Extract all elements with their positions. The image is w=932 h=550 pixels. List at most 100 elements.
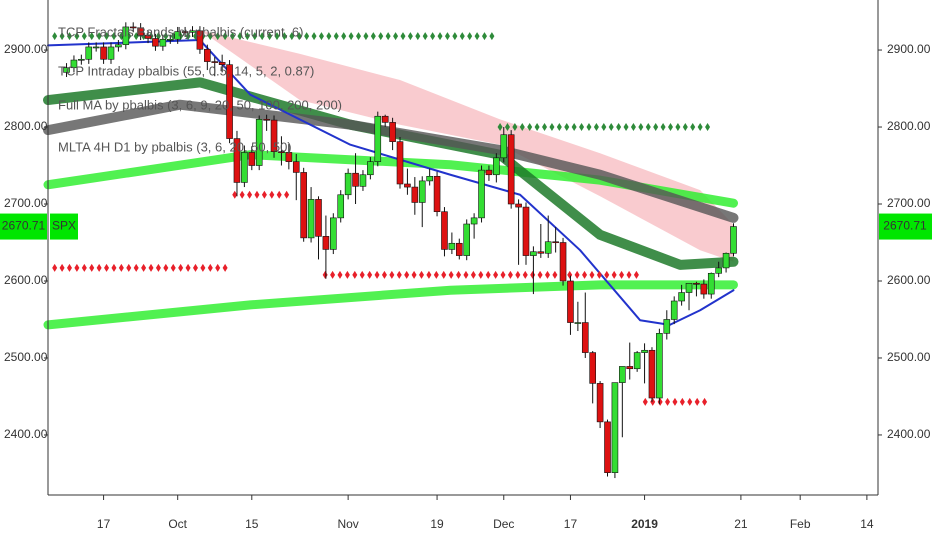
indicator-label: MLTA 4H D1 by pbalbis (3, 6, 20, 50, 50) bbox=[58, 139, 292, 154]
x-tick-label: Dec bbox=[493, 517, 514, 531]
fractal-marker bbox=[74, 32, 80, 41]
fractal-marker bbox=[474, 32, 480, 41]
fractal-marker bbox=[556, 123, 562, 132]
y-tick-label: 2600.00 bbox=[887, 273, 931, 287]
y-tick-label: 2900.00 bbox=[887, 42, 931, 56]
fractal-marker bbox=[269, 190, 275, 199]
indicator-label: Full MA by pbalbis (3, 6, 9, 20, 50, 100… bbox=[58, 97, 342, 112]
fractal-marker bbox=[448, 270, 454, 279]
candle-body bbox=[441, 211, 448, 250]
candle-body bbox=[544, 241, 552, 254]
fractal-marker bbox=[567, 270, 573, 279]
candle-body bbox=[166, 38, 174, 41]
candle-body bbox=[670, 300, 678, 320]
candle-body bbox=[189, 30, 196, 33]
fractal-marker bbox=[396, 270, 402, 279]
fractal-marker bbox=[389, 270, 395, 279]
fractal-marker bbox=[697, 123, 703, 132]
candle-body bbox=[152, 38, 159, 47]
fractal-marker bbox=[504, 123, 510, 132]
fractal-marker bbox=[163, 263, 169, 272]
candle-body bbox=[418, 180, 426, 203]
candle-body bbox=[530, 251, 537, 256]
fractal-marker bbox=[230, 32, 236, 41]
fractal-marker bbox=[348, 32, 354, 41]
x-tick-label: 17 bbox=[564, 517, 578, 531]
fractal-marker bbox=[381, 270, 387, 279]
cloud-band bbox=[199, 30, 734, 262]
candle-body bbox=[137, 27, 144, 36]
fractal-marker bbox=[653, 123, 659, 132]
fractal-marker bbox=[178, 263, 184, 272]
fractal-marker bbox=[81, 263, 87, 272]
last-price-box bbox=[0, 213, 47, 240]
candle-body bbox=[589, 352, 596, 384]
fractal-marker bbox=[66, 263, 72, 272]
fractal-marker bbox=[611, 270, 617, 279]
candle-body bbox=[715, 267, 722, 274]
candle-body bbox=[129, 26, 137, 29]
fractal-marker bbox=[530, 270, 536, 279]
plot-area bbox=[43, 22, 739, 479]
fractal-marker bbox=[690, 123, 696, 132]
fractal-marker bbox=[579, 123, 585, 132]
candle-body bbox=[70, 59, 78, 69]
y-tick-label: 2400.00 bbox=[887, 427, 931, 441]
fractal-marker bbox=[552, 270, 558, 279]
fractal-marker bbox=[527, 123, 533, 132]
moving-average bbox=[43, 280, 738, 330]
fractal-marker bbox=[593, 123, 599, 132]
fractal-marker bbox=[333, 32, 339, 41]
candle-body bbox=[641, 349, 648, 353]
fractal-marker bbox=[452, 32, 458, 41]
candle-body bbox=[107, 46, 115, 60]
fractal-marker bbox=[393, 32, 399, 41]
candle-body bbox=[255, 119, 263, 166]
x-tick-label: 14 bbox=[860, 517, 874, 531]
fractal-marker bbox=[330, 270, 336, 279]
fractal-marker bbox=[522, 270, 528, 279]
fractal-marker bbox=[59, 32, 65, 41]
fractal-marker bbox=[574, 270, 580, 279]
candle-body bbox=[248, 152, 256, 166]
fractal-marker bbox=[337, 270, 343, 279]
fractal-marker bbox=[356, 32, 362, 41]
fractal-marker bbox=[267, 32, 273, 41]
y-tick-label: 2400.00 bbox=[4, 427, 48, 441]
candle-body bbox=[367, 161, 374, 176]
candle-body bbox=[196, 30, 204, 50]
fractal-marker bbox=[582, 270, 588, 279]
fractal-marker bbox=[478, 270, 484, 279]
symbol-box bbox=[50, 213, 78, 240]
candle-body bbox=[285, 152, 293, 162]
candle-body bbox=[226, 64, 233, 139]
candle-body bbox=[619, 366, 626, 383]
fractal-marker bbox=[304, 32, 310, 41]
fractal-marker bbox=[515, 270, 521, 279]
fractal-marker bbox=[74, 263, 80, 272]
fractal-marker bbox=[141, 263, 147, 272]
fractal-marker bbox=[341, 32, 347, 41]
fractal-marker bbox=[437, 32, 443, 41]
candle-body bbox=[204, 48, 211, 62]
fractal-marker bbox=[626, 270, 632, 279]
fractal-marker bbox=[422, 32, 428, 41]
fractal-marker bbox=[411, 270, 417, 279]
last-price-label: 2670.71 bbox=[2, 219, 46, 233]
fractal-marker bbox=[470, 270, 476, 279]
candle-body bbox=[322, 236, 330, 250]
fractal-marker bbox=[359, 270, 365, 279]
fractal-marker bbox=[192, 263, 198, 272]
last-price-box bbox=[879, 213, 932, 240]
x-tick-label: Oct bbox=[168, 517, 187, 531]
fractal-marker bbox=[185, 32, 191, 41]
fractal-marker bbox=[207, 32, 213, 41]
fractal-marker bbox=[650, 397, 656, 406]
fractal-marker bbox=[311, 32, 317, 41]
candle-body bbox=[278, 151, 285, 153]
fractal-marker bbox=[252, 32, 258, 41]
fractal-marker bbox=[459, 32, 465, 41]
candle-body bbox=[159, 38, 167, 47]
fractal-marker bbox=[222, 263, 228, 272]
fractal-marker bbox=[118, 263, 124, 272]
